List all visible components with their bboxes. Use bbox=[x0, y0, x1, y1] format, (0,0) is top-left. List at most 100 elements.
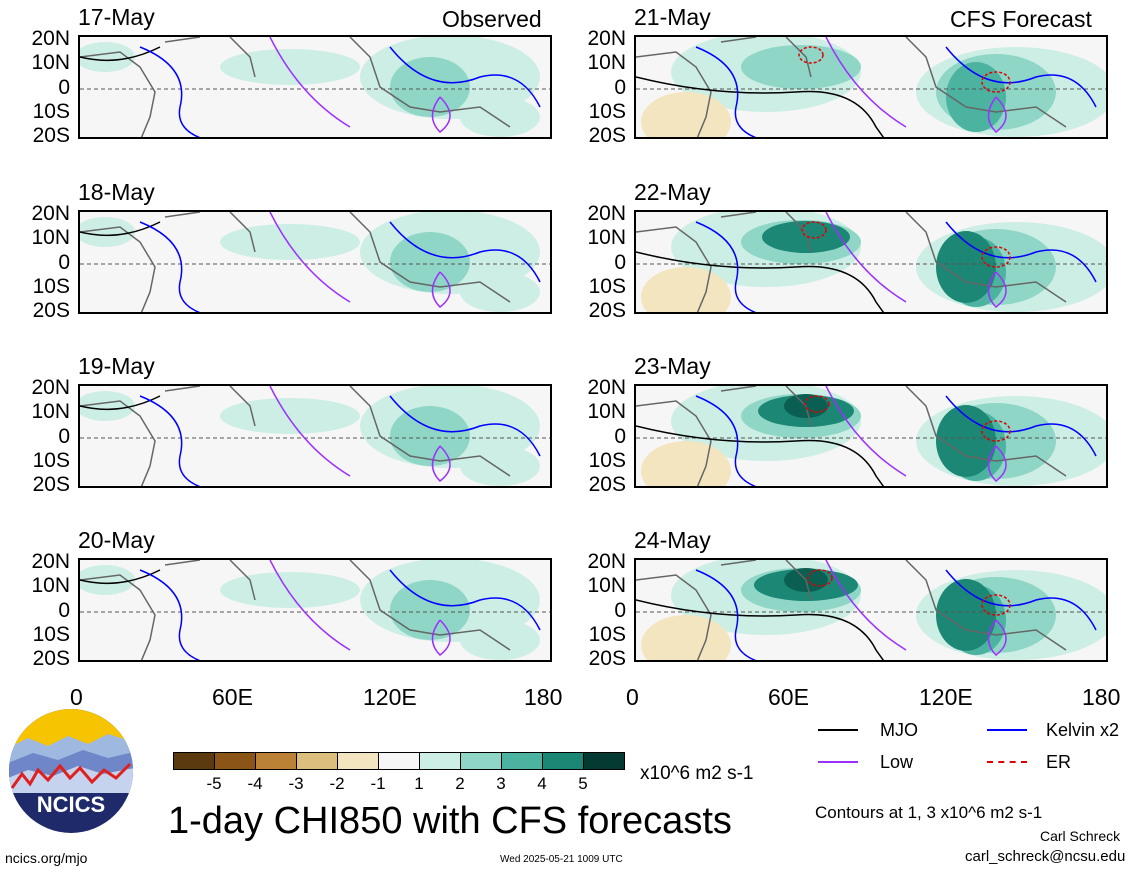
author: Carl Schreck bbox=[1040, 828, 1121, 844]
panel-date-label: 17-May bbox=[78, 4, 155, 30]
lat-label: 0 bbox=[58, 425, 70, 448]
coastline bbox=[349, 386, 511, 477]
er-contour bbox=[807, 569, 833, 587]
shading-region bbox=[220, 224, 360, 260]
low-contour bbox=[269, 386, 451, 482]
shading-region bbox=[220, 398, 360, 434]
shading-region bbox=[220, 49, 360, 85]
legend-mjo-label: MJO bbox=[880, 720, 918, 740]
coastline bbox=[80, 37, 256, 137]
chart-title: 1-day CHI850 with CFS forecasts bbox=[168, 800, 732, 842]
lat-label: 0 bbox=[58, 599, 70, 622]
colorbar-swatch bbox=[214, 752, 256, 770]
panel-date-label: 20-May bbox=[78, 527, 155, 553]
er-contour bbox=[801, 221, 827, 239]
panel-date-label: 18-May bbox=[78, 179, 155, 205]
lat-label: 10S bbox=[588, 449, 626, 472]
mjo-contour bbox=[80, 221, 161, 237]
low-contour bbox=[269, 560, 451, 656]
low-contour bbox=[825, 560, 1007, 656]
lat-label: 20S bbox=[32, 299, 70, 322]
lat-label: 10S bbox=[588, 623, 626, 646]
shading-region bbox=[460, 97, 540, 137]
shading-region bbox=[220, 572, 360, 608]
legend-kelvin-swatch bbox=[987, 729, 1027, 731]
colorbar-swatch bbox=[501, 752, 543, 770]
shading-region bbox=[80, 391, 135, 421]
map-panel-observed-3 bbox=[78, 384, 552, 488]
timestamp: Wed 2025-05-21 1009 UTC bbox=[500, 854, 623, 865]
lat-label: 10N bbox=[31, 226, 70, 249]
lon-label: 120E bbox=[363, 684, 417, 710]
colorbar: -5 -4 -3 -2 -1 1 2 3 4 5 bbox=[173, 752, 628, 800]
colorbar-units: x10^6 m2 s-1 bbox=[640, 763, 754, 784]
kelvin-contour bbox=[139, 46, 201, 137]
mjo-contour bbox=[636, 251, 885, 312]
mjo-contour bbox=[80, 569, 161, 585]
mjo-contour bbox=[636, 425, 885, 486]
er-contour bbox=[981, 71, 1011, 93]
lat-label: 10N bbox=[31, 574, 70, 597]
panel-date-label: 23-May bbox=[634, 353, 711, 379]
coastline bbox=[636, 386, 812, 486]
low-contour bbox=[825, 386, 1007, 482]
kelvin-contour bbox=[695, 395, 757, 486]
legend-low-label: Low bbox=[880, 752, 914, 772]
er-contour bbox=[804, 395, 830, 413]
lat-label: 20S bbox=[588, 124, 626, 147]
panel-date-label: 22-May bbox=[634, 179, 711, 205]
lat-label: 20S bbox=[32, 647, 70, 670]
site-url[interactable]: ncics.org/mjo bbox=[5, 850, 88, 866]
shading-region bbox=[741, 45, 861, 89]
lat-label: 10N bbox=[31, 51, 70, 74]
kelvin-contour bbox=[139, 395, 201, 486]
legend-er-label: ER bbox=[1046, 752, 1072, 772]
map-panel-forecast-1 bbox=[634, 35, 1108, 139]
lat-label: 20S bbox=[32, 473, 70, 496]
lat-label: 20S bbox=[588, 299, 626, 322]
lat-label: 20S bbox=[588, 473, 626, 496]
map-panel-observed-4 bbox=[78, 558, 552, 662]
shading-region bbox=[390, 580, 470, 640]
lat-label: 10S bbox=[32, 623, 70, 646]
lat-label: 10N bbox=[587, 51, 626, 74]
svg-text:NCICS: NCICS bbox=[37, 792, 105, 817]
lat-label: 0 bbox=[614, 599, 626, 622]
lat-label: 10S bbox=[588, 100, 626, 123]
coastline bbox=[905, 386, 1067, 477]
lon-label: 60E bbox=[212, 684, 253, 710]
panel-date-label: 24-May bbox=[634, 527, 711, 553]
lat-label: 10N bbox=[587, 400, 626, 423]
lat-label: 10N bbox=[587, 226, 626, 249]
lat-label: 0 bbox=[58, 251, 70, 274]
lat-label: 10S bbox=[32, 275, 70, 298]
lat-label: 10S bbox=[588, 275, 626, 298]
colorbar-swatch bbox=[255, 752, 297, 770]
lat-label: 10S bbox=[32, 100, 70, 123]
kelvin-contour bbox=[389, 221, 541, 283]
lat-label: 10N bbox=[587, 574, 626, 597]
colorbar-label: -2 bbox=[329, 774, 345, 793]
map-panel-forecast-2 bbox=[634, 210, 1108, 314]
er-contour bbox=[798, 46, 824, 64]
colorbar-label: 2 bbox=[455, 774, 465, 793]
colorbar-swatch bbox=[296, 752, 338, 770]
ncics-logo: NCICS bbox=[8, 708, 134, 834]
lat-label: 0 bbox=[58, 76, 70, 99]
legend-low-swatch bbox=[818, 761, 858, 763]
colorbar-label: -5 bbox=[206, 774, 222, 793]
low-contour bbox=[825, 37, 1007, 133]
low-contour bbox=[825, 212, 1007, 308]
shading-region bbox=[762, 221, 850, 253]
shading-region bbox=[80, 42, 135, 72]
colorbar-label: -4 bbox=[247, 774, 263, 793]
coastline bbox=[905, 212, 1067, 303]
colorbar-swatch bbox=[337, 752, 379, 770]
er-contour bbox=[981, 420, 1011, 442]
shading-region bbox=[460, 620, 540, 660]
kelvin-contour bbox=[695, 569, 757, 660]
er-contour bbox=[981, 594, 1011, 616]
colorbar-swatch bbox=[419, 752, 461, 770]
lat-label: 20N bbox=[31, 376, 70, 399]
colorbar-swatch bbox=[460, 752, 502, 770]
